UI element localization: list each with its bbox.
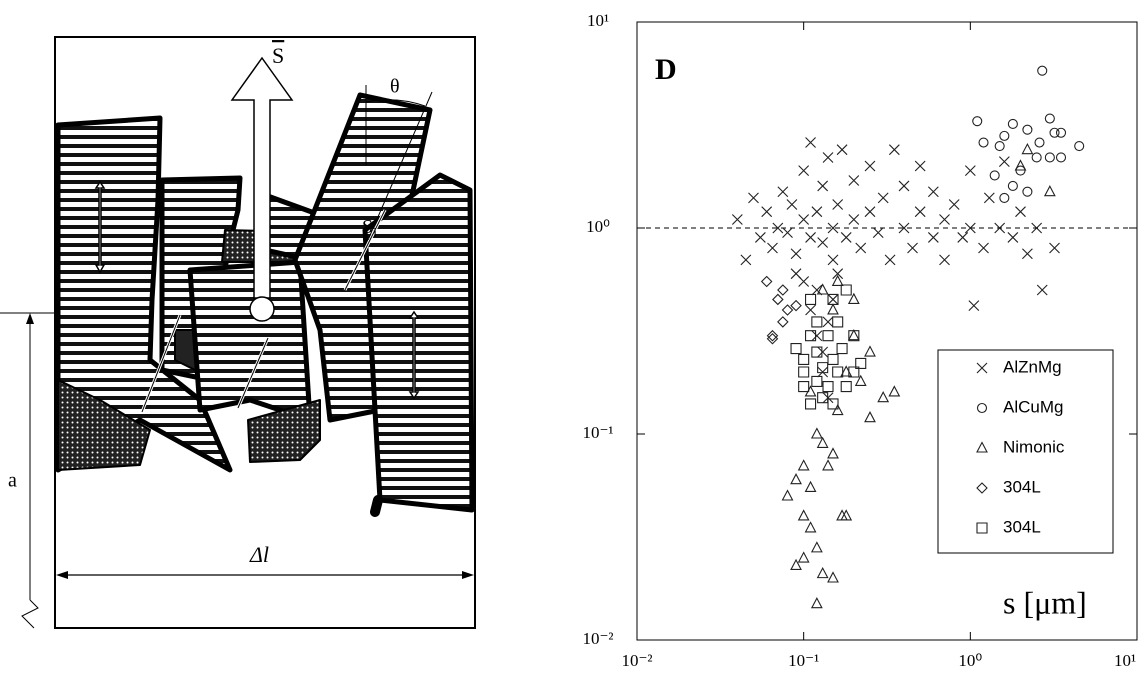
x-tick-label: 10⁻² [621,651,652,670]
si-base: S [362,216,373,238]
break-mark [22,600,38,628]
legend: AlZnMg AlCuMg Nimonic 304L 304L [938,350,1113,553]
legend-label: 304L [1003,517,1041,536]
chart: D s [μm] 10⁻² 10⁻¹ 10⁰ 10¹ 10⁻² 10⁻¹ 10⁰ 10¹ AlZ… [582,11,1137,670]
figure: S θ Si a Δl D s [μm] 10⁻² 10⁻¹ 10⁰ 10¹ 10⁻² 1… [0,0,1142,681]
x-tick-label: 10¹ [1114,651,1136,670]
si-subscript: i [373,226,377,241]
x-axis-label: s [μm] [1003,584,1087,620]
y-tick-label: 10¹ [587,11,609,30]
s-origin [250,297,274,321]
y-tick-label: 10⁻¹ [582,423,613,442]
panel-label: D [655,53,677,86]
legend-label: AlCuMg [1003,397,1063,416]
a-arrowhead [26,313,34,324]
y-tick-label: 10⁻² [582,629,613,648]
legend-label: Nimonic [1003,437,1065,456]
s-label: S [272,43,284,68]
x-tick-label: 10⁰ [958,651,982,670]
a-label: a [8,470,17,492]
legend-label: AlZnMg [1003,357,1062,376]
x-tick-label: 10⁻¹ [788,651,819,670]
page: S θ Si a Δl D s [μm] 10⁻² 10⁻¹ 10⁰ 10¹ 10⁻² 1… [0,0,1142,681]
legend-label: 304L [1003,477,1041,496]
dl-label: Δl [249,542,269,567]
y-tick-label: 10⁰ [586,217,610,236]
theta-label: θ [390,76,400,98]
diagram: S θ Si a Δl [0,37,475,628]
